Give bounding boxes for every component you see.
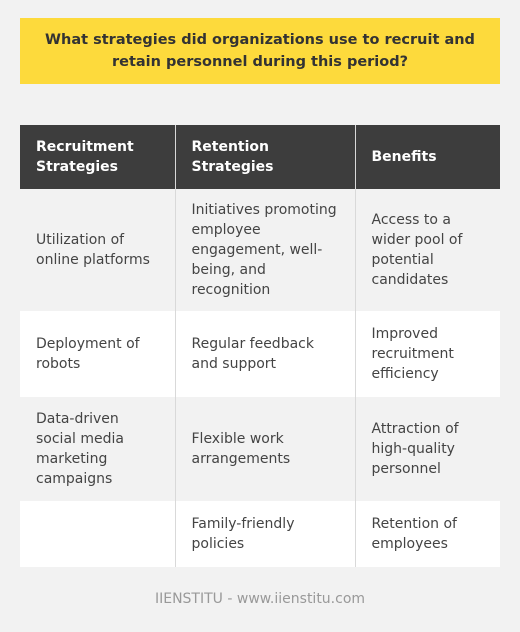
footer-credit: IIENSTITU - www.iienstitu.com xyxy=(154,591,366,607)
question-text: What strategies did organizations use to… xyxy=(45,32,475,70)
table-row: Utilization of online platforms Initiati… xyxy=(20,189,500,311)
header-retention: Retention Strategies xyxy=(174,125,355,189)
table-cell: Data-driven social media marketing campa… xyxy=(20,397,175,501)
table-cell: Utilization of online platforms xyxy=(20,189,175,311)
header-recruitment: Recruitment Strategies xyxy=(20,125,175,189)
table-row: Deployment of robots Regular feedback an… xyxy=(20,311,500,397)
header-benefits: Benefits xyxy=(354,125,500,189)
table-cell: Deployment of robots xyxy=(20,311,175,397)
table-cell: Initiatives promoting employee engagemen… xyxy=(174,189,355,311)
table-cell: Attraction of high-quality personnel xyxy=(354,397,500,501)
question-banner: What strategies did organizations use to… xyxy=(20,18,500,84)
table-row: Family-friendly policies Retention of em… xyxy=(20,501,500,567)
strategies-table: Recruitment Strategies Retention Strateg… xyxy=(20,125,500,567)
table-row: Data-driven social media marketing campa… xyxy=(20,397,500,501)
table-header-row: Recruitment Strategies Retention Strateg… xyxy=(20,125,500,189)
table-cell: Improved recruitment efficiency xyxy=(354,311,500,397)
table-cell xyxy=(20,501,175,567)
table-cell: Access to a wider pool of potential cand… xyxy=(354,189,500,311)
table-cell: Retention of employees xyxy=(354,501,500,567)
table-cell: Regular feedback and support xyxy=(174,311,355,397)
table-cell: Flexible work arrangements xyxy=(174,397,355,501)
table-cell: Family-friendly policies xyxy=(174,501,355,567)
